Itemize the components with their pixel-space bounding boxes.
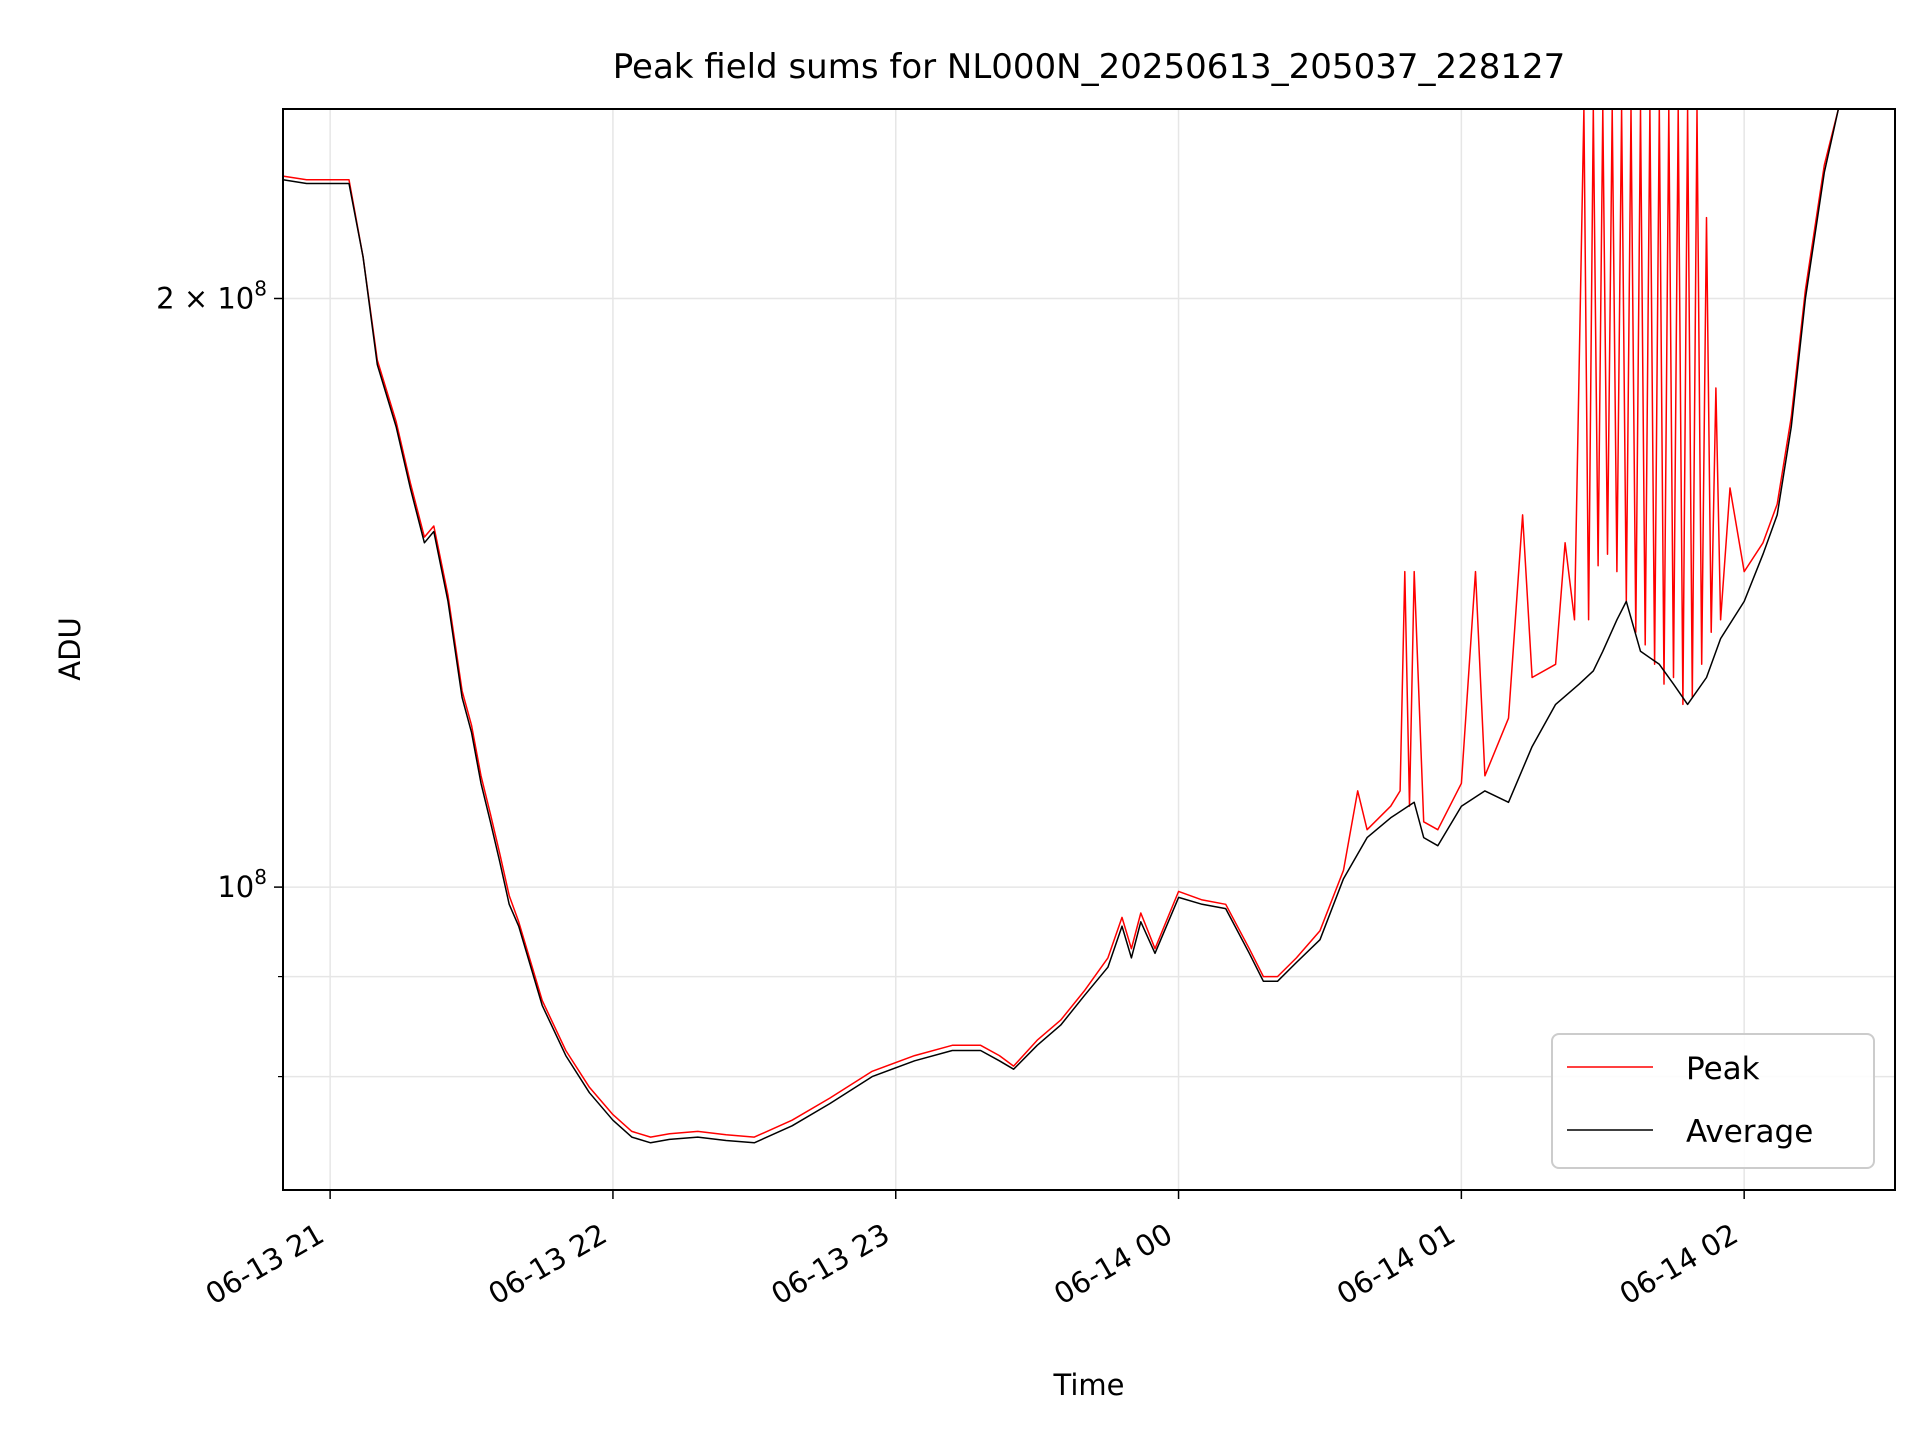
plot-area <box>283 109 1895 1190</box>
legend-average-label: Average <box>1686 1114 1813 1150</box>
chart-title: Peak field sums for NL000N_20250613_2050… <box>613 47 1566 87</box>
y-tick-label: 108 <box>217 865 267 904</box>
series-layer <box>282 108 1840 1144</box>
y-tick-label: 2 × 108 <box>156 276 267 315</box>
series-line-peak <box>282 108 1840 1138</box>
grid <box>283 109 1895 1190</box>
series-line-average <box>282 108 1840 1144</box>
legend-peak-label: Peak <box>1686 1051 1760 1087</box>
y-axis-label: ADU <box>53 617 87 680</box>
legend: Peak Average <box>1551 1033 1875 1169</box>
plot-frame <box>282 108 1896 1191</box>
x-axis-label: Time <box>1053 1368 1125 1402</box>
